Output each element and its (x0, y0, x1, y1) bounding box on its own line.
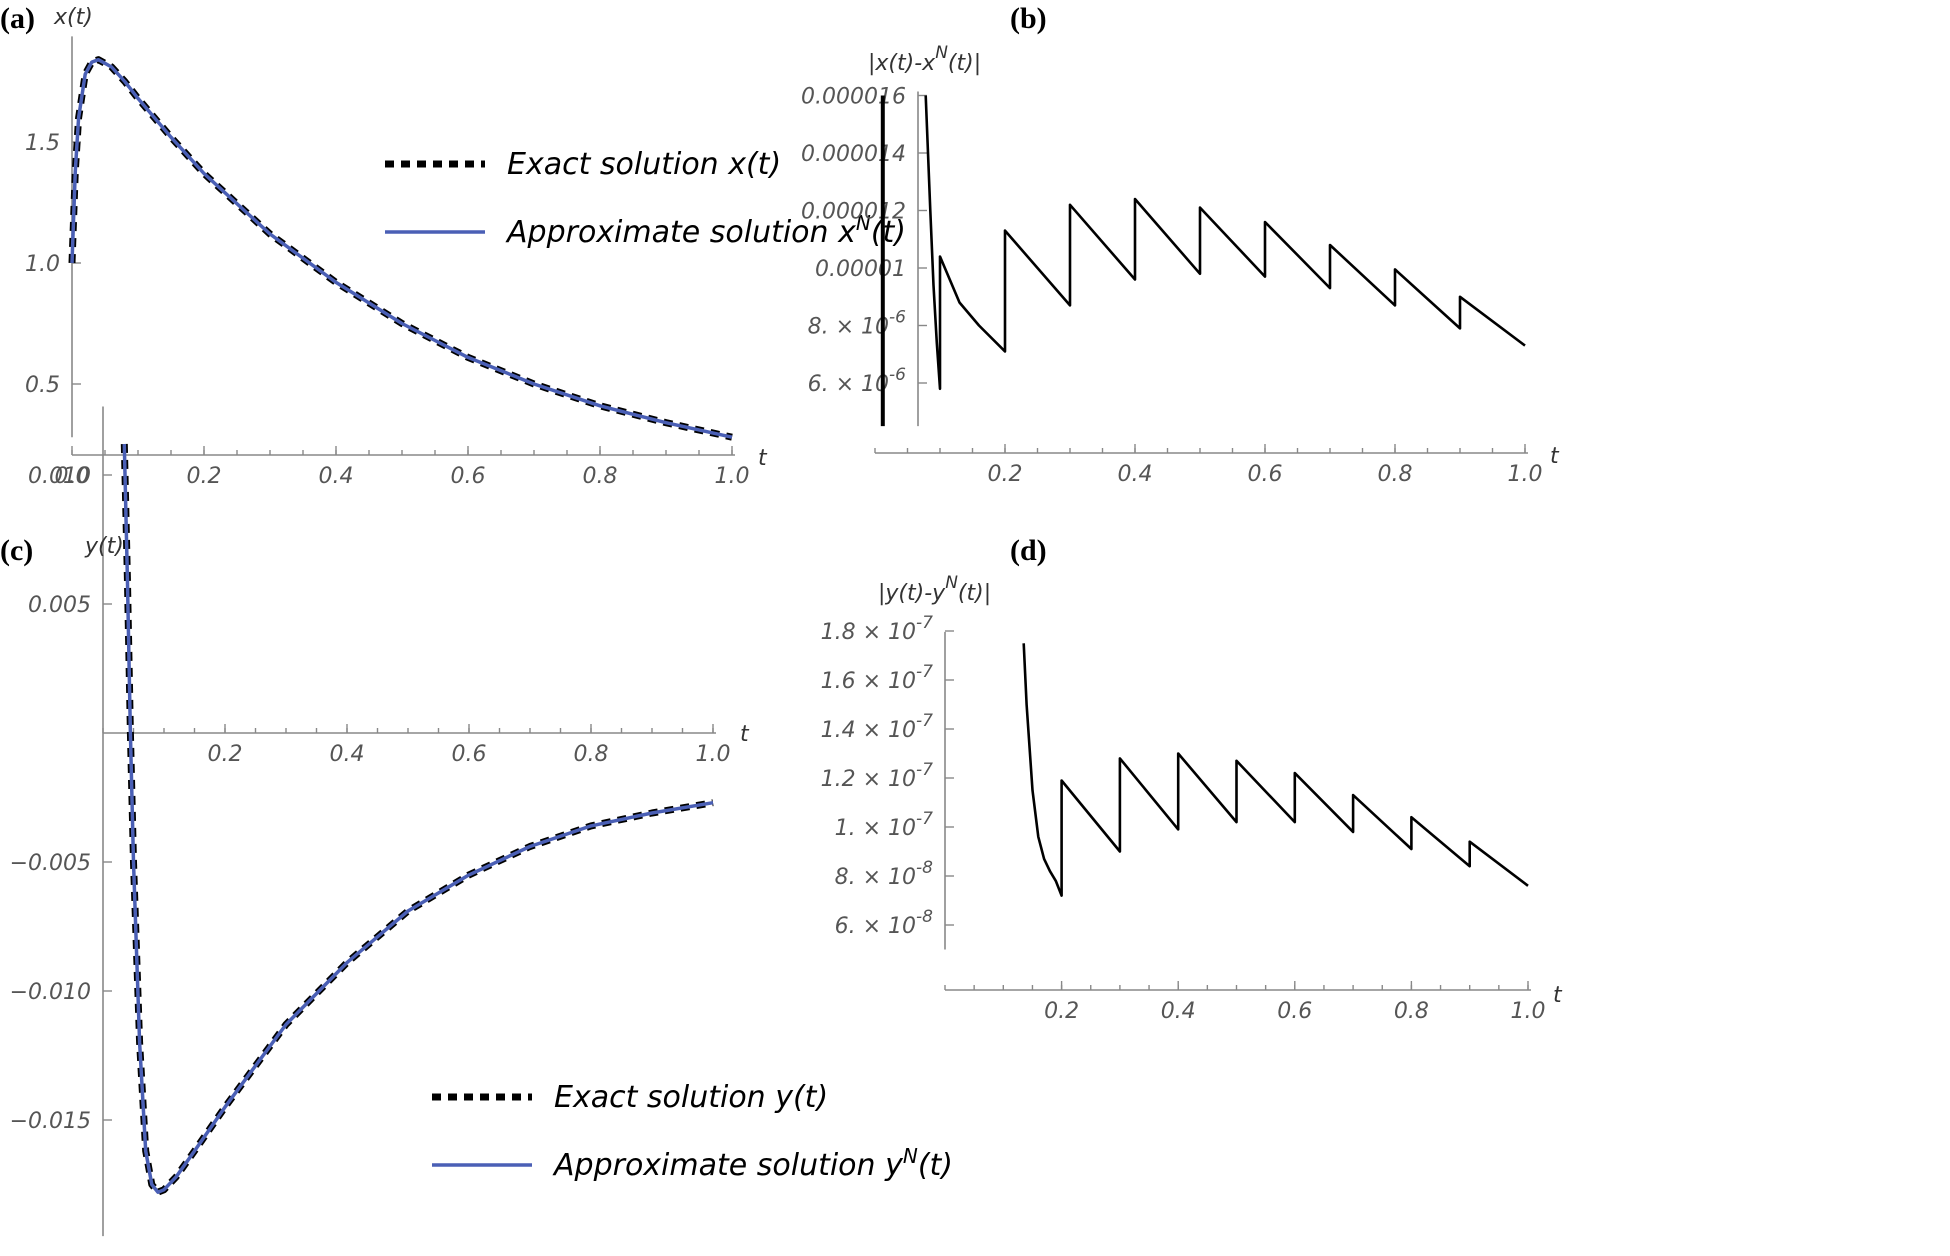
y-axis-title-c: y(t) (84, 534, 124, 559)
x-tick-label-d: 0.8 (1394, 999, 1429, 1024)
y-tick-label-b: 0.00001 (815, 257, 906, 282)
x-tick-label-a: 0.2 (187, 464, 222, 489)
y-tick-label-a: 1.5 (25, 131, 60, 156)
x-tick-label-c: 0.6 (452, 742, 487, 767)
y-tick-label-c: −0.015 (10, 1109, 91, 1134)
y-tick-label-a: 1.0 (25, 252, 60, 277)
y-tick-label-b: 0.000014 (801, 142, 906, 167)
x-tick-label-b: 0.8 (1378, 462, 1413, 487)
y-tick-label-b: 0.000016 (801, 85, 906, 110)
x-tick-label-b: 0.2 (988, 462, 1023, 487)
series-a-1 (70, 57, 733, 439)
x-tick-label-d: 0.2 (1044, 999, 1079, 1024)
series-d-0 (1022, 643, 1529, 897)
y-tick-label-d: 1.6 × 10-7 (821, 662, 934, 694)
chart-d: 0.2 0.4 0.6 0.8 1.0 6. × 10-8 8. × 10-8 1. × 10… (821, 573, 1563, 1024)
x-tick-label-b: 0.6 (1248, 462, 1283, 487)
x-tick-label-d: 1.0 (1511, 999, 1546, 1024)
y-tick-label-d: 1.4 × 10-7 (821, 711, 934, 743)
x-axis-title-a: t (758, 446, 768, 471)
y-tick-label-b: 8. × 10-6 (808, 308, 907, 340)
series-c-1 (122, 443, 714, 1194)
y-tick-label-a: 0.5 (25, 373, 60, 398)
y-tick-label-c: −0.005 (10, 851, 91, 876)
y-tick-label-d: 8. × 10-8 (835, 858, 934, 890)
panel-label-a: (a) (0, 2, 35, 35)
y-tick-label-d: 1.8 × 10-7 (821, 613, 934, 645)
x-tick-label-a: 0.8 (583, 464, 618, 489)
x-tick-label-d: 0.4 (1161, 999, 1196, 1024)
chart-c: 0.2 0.4 0.6 0.8 1.0 0.010 0.005 −0.005 −0.010 −0.… (10, 406, 953, 1237)
x-tick-label-c: 0.8 (574, 742, 609, 767)
x-tick-label-c: 0.4 (330, 742, 365, 767)
legend-label-c: Exact solution y(t) (554, 1080, 828, 1115)
x-tick-label-a: 0.0 (55, 464, 90, 489)
x-tick-label-c: 0.2 (208, 742, 243, 767)
legend-label-c: Approximate solution yN(t) (552, 1144, 953, 1183)
x-tick-label-d: 0.6 (1277, 999, 1312, 1024)
chart-a: 0.0 0.2 0.4 0.6 0.8 1.0 0.5 1.0 1.5 x(t) t Exact so… (25, 5, 906, 489)
series-b-1 (924, 95, 1526, 391)
chart-b: 0.2 0.4 0.6 0.8 1.0 6. × 10-6 8. × 10-6 0.00001… (801, 43, 1560, 487)
x-tick-label-b: 0.4 (1118, 462, 1153, 487)
y-tick-label-c: 0.005 (28, 593, 91, 618)
x-axis-title-c: t (740, 722, 750, 747)
y-axis-title-d: |y(t)-yN(t)| (878, 573, 991, 606)
panel-label-b: (b) (1010, 2, 1047, 35)
y-axis-title-b: |x(t)-xN(t)| (868, 43, 981, 76)
y-tick-label-d: 1. × 10-7 (835, 809, 934, 841)
x-axis-title-d: t (1553, 983, 1563, 1008)
y-tick-label-c: −0.010 (10, 980, 91, 1005)
x-tick-label-a: 1.0 (715, 464, 750, 489)
y-tick-label-c: 0.010 (28, 464, 91, 489)
panel-label-d: (d) (1010, 534, 1047, 567)
x-axis-title-b: t (1550, 444, 1560, 469)
legend-label-a: Approximate solution xN(t) (505, 211, 906, 250)
x-tick-label-b: 1.0 (1508, 462, 1543, 487)
x-tick-label-c: 1.0 (696, 742, 731, 767)
legend-label-a: Exact solution x(t) (507, 147, 781, 182)
y-tick-label-b: 0.000012 (801, 200, 906, 225)
panel-label-c: (c) (0, 534, 33, 567)
y-tick-label-d: 1.2 × 10-7 (821, 760, 934, 792)
y-tick-label-d: 6. × 10-8 (835, 907, 934, 939)
y-axis-title-a: x(t) (53, 5, 93, 30)
x-tick-label-a: 0.6 (451, 464, 486, 489)
y-tick-label-b: 6. × 10-6 (808, 365, 907, 397)
x-tick-label-a: 0.4 (319, 464, 354, 489)
